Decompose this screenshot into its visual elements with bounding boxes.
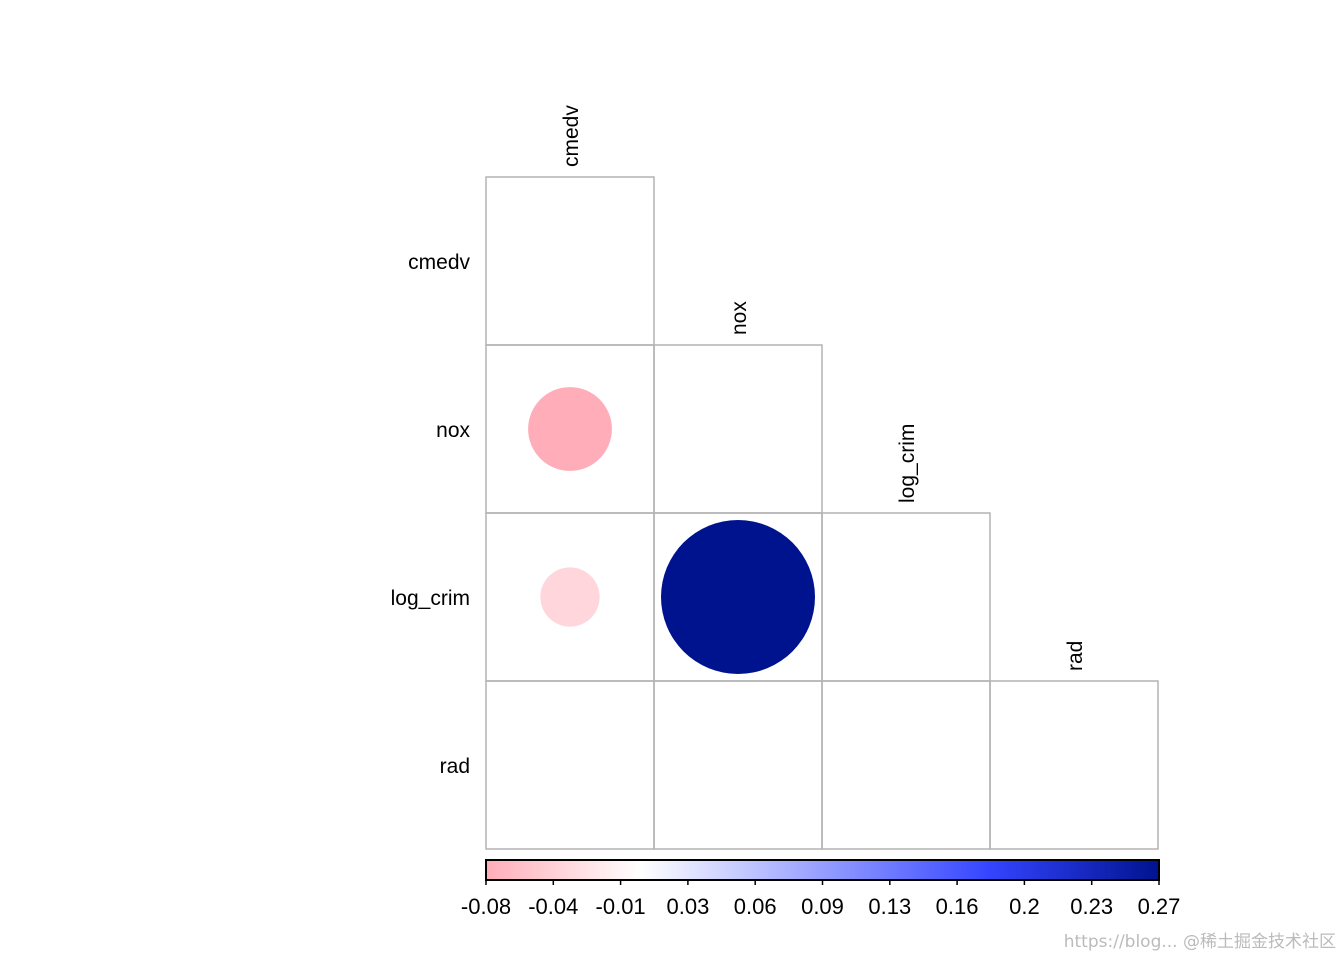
colorbar-tick-label: 0.2 [1009,894,1040,919]
colorbar-tick-label: -0.01 [596,894,646,919]
colorbar-tick-label: 0.13 [868,894,911,919]
corr-circle-log_crim-cmedv [540,567,600,627]
corr-circle-nox-cmedv [528,387,612,471]
col-label-log_crim: log_crim [896,424,919,503]
watermark: https://blog... @稀土掘金技术社区 [1063,932,1336,952]
row-label-cmedv: cmedv [408,251,470,274]
colorbar-tick-label: 0.27 [1138,894,1181,919]
colorbar-tick-label: 0.06 [734,894,777,919]
col-label-cmedv: cmedv [560,105,583,167]
colorbar-tick-label: 0.16 [936,894,979,919]
row-label-log_crim: log_crim [391,587,470,610]
colorbar-tick-label: 0.03 [666,894,709,919]
grid-cell [821,512,991,682]
colorbar-tick-label: 0.09 [801,894,844,919]
corr-circle-log_crim-nox [661,520,815,674]
col-label-rad: rad [1064,641,1087,671]
col-label-nox: nox [728,301,751,335]
row-label-rad: rad [440,755,470,778]
grid-cell [653,344,823,514]
colorbar-tick-label: 0.23 [1070,894,1113,919]
row-label-nox: nox [436,419,470,442]
grid-cell [485,680,655,850]
grid-cell [989,680,1159,850]
grid-cell [653,680,823,850]
colorbar [485,859,1160,881]
grid-cell [485,176,655,346]
colorbar-tick-label: -0.08 [461,894,511,919]
colorbar-tick-label: -0.04 [528,894,578,919]
grid-cell [821,680,991,850]
